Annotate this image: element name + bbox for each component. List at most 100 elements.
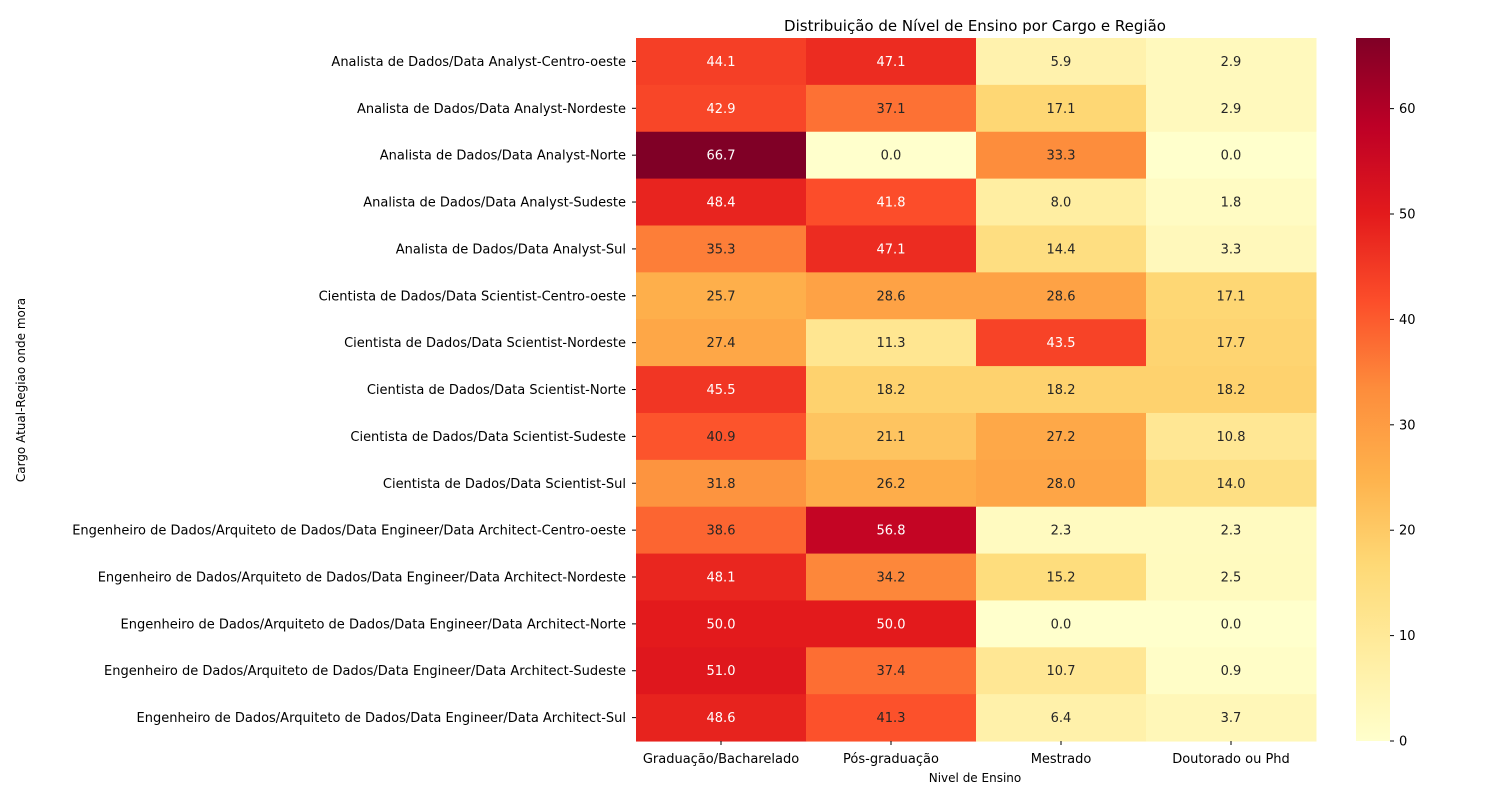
column-labels: Graduação/Bacharelado Pós-graduação Mestra…: [643, 741, 1290, 767]
heatmap-cell: [636, 506, 807, 555]
heatmap-cells: 44.1 47.1 5.9 2.9 42.9 37.1 17.1 2.9 66.7 0.0 33.3…: [636, 38, 1317, 742]
cell-value-label: 3.3: [1221, 242, 1242, 257]
cell-value-label: 14.4: [1047, 242, 1076, 257]
heatmap-cell: [1146, 553, 1317, 601]
heatmap-cell: [976, 131, 1147, 180]
heatmap-cell: [636, 553, 807, 601]
colorbar-ticks: 0 10 20 30 40 50 60: [1390, 102, 1416, 750]
cell-value-label: 27.2: [1047, 430, 1076, 445]
cell-value-label: 8.0: [1051, 196, 1072, 211]
cell-value-label: 17.1: [1047, 102, 1076, 117]
cell-value-label: 1.8: [1221, 196, 1242, 211]
cell-value-label: 10.8: [1217, 430, 1246, 445]
heatmap-cell: [636, 600, 807, 648]
heatmap-cell: [806, 225, 977, 273]
heatmap-cell: [1146, 694, 1317, 742]
colorbar-tick-label: 20: [1399, 524, 1416, 539]
cell-value-label: 26.2: [877, 477, 906, 492]
cell-value-label: 28.0: [1047, 477, 1076, 492]
cell-value-label: 0.9: [1221, 664, 1242, 679]
cell-value-label: 50.0: [707, 617, 736, 632]
heatmap-cell: [636, 694, 807, 742]
cell-value-label: 48.6: [707, 711, 736, 726]
cell-value-label: 18.2: [1047, 383, 1076, 398]
cell-value-label: 17.7: [1217, 336, 1246, 351]
cell-value-label: 37.1: [877, 102, 906, 117]
y-tick-label: Analista de Dados/Data Analyst-Sudeste: [363, 196, 626, 211]
heatmap-cell: [1146, 412, 1317, 461]
cell-value-label: 51.0: [707, 664, 736, 679]
cell-value-label: 17.1: [1217, 289, 1246, 304]
y-tick-label: Cientista de Dados/Data Scientist-Centro…: [319, 289, 626, 304]
y-tick-label: Analista de Dados/Data Analyst-Sul: [396, 242, 626, 257]
cell-value-label: 47.1: [877, 55, 906, 70]
heatmap-cell: [806, 506, 977, 555]
y-tick-label: Cientista de Dados/Data Scientist-Nordes…: [344, 336, 626, 351]
heatmap-cell: [1146, 366, 1317, 414]
y-tick-label: Cientista de Dados/Data Scientist-Sudest…: [350, 430, 626, 445]
heatmap-cell: [636, 178, 807, 226]
cell-value-label: 45.5: [707, 383, 736, 398]
cell-value-label: 28.6: [877, 289, 906, 304]
cell-value-label: 27.4: [707, 336, 736, 351]
y-tick-label: Engenheiro de Dados/Arquiteto de Dados/D…: [137, 711, 626, 726]
y-tick-label: Engenheiro de Dados/Arquiteto de Dados/D…: [72, 524, 626, 539]
cell-value-label: 43.5: [1047, 336, 1076, 351]
cell-value-label: 37.4: [877, 664, 906, 679]
heatmap-cell: [1146, 178, 1317, 226]
x-tick-label: Mestrado: [1031, 752, 1092, 767]
cell-value-label: 47.1: [877, 242, 906, 257]
y-tick-label: Engenheiro de Dados/Arquiteto de Dados/D…: [121, 617, 626, 632]
cell-value-label: 33.3: [1047, 149, 1076, 164]
cell-value-label: 56.8: [877, 524, 906, 539]
cell-value-label: 50.0: [877, 617, 906, 632]
colorbar-tick-label: 60: [1399, 102, 1416, 117]
heatmap-cell: [636, 412, 807, 461]
heatmap-cell: [1146, 459, 1317, 508]
cell-value-label: 2.5: [1221, 571, 1242, 586]
heatmap-cell: [636, 131, 807, 180]
heatmap-cell: [806, 366, 977, 414]
y-tick-label: Cientista de Dados/Data Scientist-Norte: [367, 383, 626, 398]
y-tick-label: Analista de Dados/Data Analyst-Norte: [380, 149, 626, 164]
cell-value-label: 3.7: [1221, 711, 1242, 726]
heatmap-cell: [1146, 84, 1317, 133]
heatmap-cell: [806, 553, 977, 601]
colorbar-tick-label: 30: [1399, 418, 1416, 433]
heatmap-cell: [806, 647, 977, 695]
heatmap-cell: [1146, 506, 1317, 555]
heatmap-cell: [976, 412, 1147, 461]
heatmap-cell: [976, 178, 1147, 226]
colorbar-tick-label: 10: [1399, 629, 1416, 644]
cell-value-label: 48.4: [707, 196, 736, 211]
y-axis-label: Cargo Atual-Regiao onde mora: [14, 298, 28, 482]
heatmap-cell: [636, 272, 807, 320]
heatmap-cell: [806, 459, 977, 508]
colorbar-tick-label: 0: [1399, 735, 1407, 750]
heatmap-cell: [1146, 647, 1317, 695]
heatmap-cell: [976, 694, 1147, 742]
cell-value-label: 41.3: [877, 711, 906, 726]
chart-title: Distribuição de Nível de Ensino por Carg…: [784, 17, 1166, 35]
heatmap-cell: [636, 225, 807, 273]
heatmap-cell: [806, 38, 977, 86]
heatmap-cell: [636, 366, 807, 414]
heatmap-cell: [806, 600, 977, 648]
cell-value-label: 14.0: [1217, 477, 1246, 492]
cell-value-label: 18.2: [1217, 383, 1246, 398]
colorbar: [1356, 38, 1390, 741]
heatmap-cell: [806, 412, 977, 461]
cell-value-label: 5.9: [1051, 55, 1072, 70]
heatmap-cell: [806, 319, 977, 367]
heatmap-cell: [806, 178, 977, 226]
heatmap-cell: [976, 225, 1147, 273]
cell-value-label: 21.1: [877, 430, 906, 445]
heatmap-cell: [1146, 225, 1317, 273]
cell-value-label: 48.1: [707, 571, 736, 586]
y-tick-label: Analista de Dados/Data Analyst-Centro-oe…: [331, 55, 626, 70]
x-tick-label: Graduação/Bacharelado: [643, 752, 799, 767]
cell-value-label: 18.2: [877, 383, 906, 398]
cell-value-label: 2.3: [1221, 524, 1242, 539]
heatmap-cell: [976, 506, 1147, 555]
heatmap-cell: [976, 272, 1147, 320]
